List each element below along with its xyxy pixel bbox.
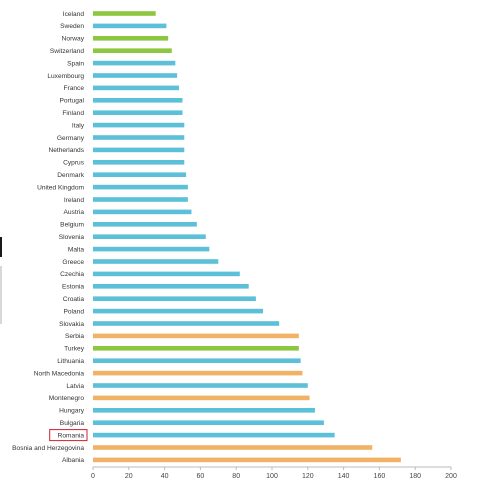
x-tick-label: 40 (161, 473, 169, 480)
x-tick-label: 60 (197, 473, 205, 480)
highlight-box-romania (49, 429, 88, 442)
x-tick-label: 180 (409, 473, 421, 480)
x-tick-label: 20 (125, 473, 133, 480)
bar-united-kingdom (93, 184, 188, 190)
bar-poland (93, 308, 264, 314)
category-label-montenegro: Montenegro (49, 395, 85, 402)
bar-portugal (93, 98, 183, 103)
left-edge-marker (0, 237, 2, 257)
bar-albania (93, 457, 401, 463)
category-label-austria: Austria (63, 209, 84, 216)
bar-germany (93, 135, 185, 140)
category-label-luxembourg: Luxembourg (47, 73, 84, 80)
category-label-serbia: Serbia (65, 333, 84, 340)
category-label-portugal: Portugal (59, 98, 84, 105)
x-tick-label: 200 (445, 473, 457, 480)
x-tick-label: 80 (232, 473, 240, 480)
category-label-netherlands: Netherlands (48, 147, 84, 154)
category-label-czechia: Czechia (60, 271, 84, 278)
bar-slovenia (93, 234, 206, 239)
category-label-romania: Romania (58, 432, 85, 439)
category-label-sweden: Sweden (60, 23, 84, 30)
left-edge-marker-light (0, 266, 2, 324)
category-label-bosnia-and-herzegovina: Bosnia and Herzegovina (12, 445, 84, 452)
bar-greece (93, 259, 219, 264)
category-label-poland: Poland (63, 308, 84, 315)
category-label-hungary: Hungary (59, 408, 85, 415)
category-label-bulgaria: Bulgaria (60, 420, 85, 427)
bar-belgium (93, 222, 197, 227)
bar-sweden (93, 23, 167, 29)
bar-luxembourg (93, 73, 178, 78)
category-label-switzerland: Switzerland (50, 48, 84, 55)
category-label-albania: Albania (62, 457, 84, 464)
category-label-finland: Finland (62, 110, 84, 117)
bar-norway (93, 36, 169, 41)
category-label-cyprus: Cyprus (63, 160, 85, 167)
bar-austria (93, 209, 192, 215)
x-tick-labels-group: 0 20 40 60 80 100 120 140 160 180 200 (91, 467, 457, 480)
bar-czechia (93, 271, 240, 277)
x-tick-label: 100 (266, 473, 278, 480)
bar-bulgaria (93, 420, 324, 425)
bar-montenegro (93, 395, 310, 401)
x-tick-label: 160 (374, 473, 386, 480)
category-label-germany: Germany (57, 135, 85, 142)
bar-turkey (93, 346, 299, 351)
category-label-malta: Malta (68, 246, 84, 253)
bar-italy (93, 122, 185, 128)
bar-hungary (93, 408, 315, 413)
bar-serbia (93, 333, 299, 339)
bar-denmark (93, 172, 187, 177)
category-label-north-macedonia: North Macedonia (34, 370, 85, 377)
category-label-spain: Spain (67, 60, 84, 67)
category-label-belgium: Belgium (60, 222, 84, 229)
category-label-denmark: Denmark (57, 172, 84, 179)
bar-switzerland (93, 48, 172, 53)
category-label-slovakia: Slovakia (59, 321, 84, 328)
bar-iceland (93, 11, 156, 16)
bar-croatia (93, 296, 256, 301)
category-label-estonia: Estonia (62, 284, 84, 291)
category-label-france: France (63, 85, 84, 92)
category-label-slovenia: Slovenia (59, 234, 85, 241)
x-tick-label: 120 (302, 473, 314, 480)
x-tick-label: 140 (338, 473, 350, 480)
category-label-italy: Italy (72, 122, 85, 129)
bar-romania (93, 432, 335, 438)
bars-group (93, 11, 401, 463)
bar-netherlands (93, 147, 185, 153)
category-labels-group: Iceland Sweden Norway Switzerland Spain Luxem… (12, 11, 88, 464)
bar-north-macedonia (93, 370, 303, 376)
x-tick-label: 0 (91, 473, 95, 480)
bar-slovakia (93, 321, 280, 326)
bar-latvia (93, 383, 308, 388)
category-label-norway: Norway (62, 36, 85, 43)
category-label-ireland: Ireland (64, 197, 84, 204)
category-label-turkey: Turkey (64, 346, 85, 353)
bar-ireland (93, 197, 188, 202)
category-label-lithuania: Lithuania (57, 358, 84, 365)
category-label-croatia: Croatia (63, 296, 85, 303)
category-label-latvia: Latvia (66, 383, 84, 390)
category-label-iceland: Iceland (63, 11, 85, 18)
bar-spain (93, 60, 176, 66)
bar-france (93, 85, 179, 91)
bar-estonia (93, 284, 249, 289)
category-label-greece: Greece (62, 259, 84, 266)
bar-cyprus (93, 160, 185, 165)
bar-bosnia-and-herzegovina (93, 445, 373, 450)
category-label-united-kingdom: United Kingdom (37, 184, 84, 191)
bar-finland (93, 110, 183, 115)
bar-lithuania (93, 358, 301, 363)
bar-malta (93, 246, 210, 252)
